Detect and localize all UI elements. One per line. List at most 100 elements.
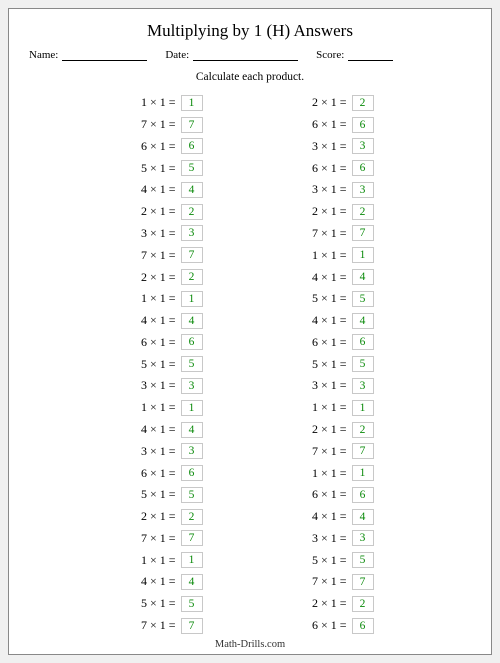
problem-row: 5 × 1 =5 (127, 158, 203, 178)
problem-row: 3 × 1 =3 (127, 224, 203, 244)
problem-row: 5 × 1 =5 (298, 354, 374, 374)
name-blank[interactable] (62, 49, 147, 61)
expression: 1 × 1 = (127, 95, 181, 110)
answer-box: 6 (181, 138, 203, 154)
answer-box: 4 (352, 509, 374, 525)
expression: 4 × 1 = (127, 422, 181, 437)
answer-box: 6 (352, 117, 374, 133)
problem-row: 3 × 1 =3 (298, 180, 374, 200)
answer-box: 5 (181, 596, 203, 612)
date-blank[interactable] (193, 49, 298, 61)
answer-box: 2 (352, 596, 374, 612)
expression: 5 × 1 = (298, 357, 352, 372)
problem-row: 4 × 1 =4 (127, 311, 203, 331)
problem-row: 7 × 1 =7 (127, 245, 203, 265)
problem-row: 2 × 1 =2 (127, 507, 203, 527)
expression: 5 × 1 = (127, 596, 181, 611)
expression: 3 × 1 = (298, 378, 352, 393)
problem-row: 6 × 1 =6 (298, 485, 374, 505)
date-label: Date: (165, 49, 189, 61)
expression: 5 × 1 = (127, 487, 181, 502)
problem-row: 2 × 1 =2 (127, 267, 203, 287)
answer-box: 7 (352, 225, 374, 241)
expression: 5 × 1 = (127, 161, 181, 176)
expression: 2 × 1 = (298, 422, 352, 437)
answer-box: 5 (352, 552, 374, 568)
expression: 7 × 1 = (127, 248, 181, 263)
expression: 7 × 1 = (298, 444, 352, 459)
answer-box: 7 (352, 443, 374, 459)
expression: 5 × 1 = (127, 357, 181, 372)
problem-row: 6 × 1 =6 (298, 115, 374, 135)
problem-row: 5 × 1 =5 (298, 550, 374, 570)
answer-box: 2 (352, 422, 374, 438)
problem-row: 6 × 1 =6 (127, 463, 203, 483)
problem-row: 2 × 1 =2 (298, 93, 374, 113)
instruction: Calculate each product. (29, 71, 471, 83)
problem-row: 7 × 1 =7 (298, 572, 374, 592)
expression: 4 × 1 = (298, 313, 352, 328)
expression: 6 × 1 = (298, 117, 352, 132)
score-blank[interactable] (348, 49, 393, 61)
problem-row: 4 × 1 =4 (127, 572, 203, 592)
answer-box: 2 (181, 204, 203, 220)
expression: 1 × 1 = (127, 400, 181, 415)
answer-box: 5 (352, 291, 374, 307)
expression: 2 × 1 = (127, 509, 181, 524)
expression: 2 × 1 = (127, 204, 181, 219)
answer-box: 1 (352, 465, 374, 481)
answer-box: 7 (181, 117, 203, 133)
answer-box: 4 (352, 313, 374, 329)
expression: 6 × 1 = (127, 466, 181, 481)
expression: 6 × 1 = (298, 161, 352, 176)
expression: 3 × 1 = (298, 139, 352, 154)
answer-box: 3 (181, 443, 203, 459)
answer-box: 1 (181, 95, 203, 111)
problem-row: 5 × 1 =5 (127, 354, 203, 374)
problem-row: 7 × 1 =7 (298, 224, 374, 244)
problem-row: 4 × 1 =4 (127, 420, 203, 440)
answer-box: 4 (352, 269, 374, 285)
problem-row: 5 × 1 =5 (127, 485, 203, 505)
expression: 2 × 1 = (127, 270, 181, 285)
answer-box: 1 (181, 552, 203, 568)
problem-row: 6 × 1 =6 (298, 616, 374, 636)
problem-row: 7 × 1 =7 (127, 115, 203, 135)
answer-box: 5 (352, 356, 374, 372)
answer-box: 1 (181, 400, 203, 416)
expression: 7 × 1 = (298, 574, 352, 589)
expression: 4 × 1 = (127, 182, 181, 197)
answer-box: 7 (352, 574, 374, 590)
problem-row: 1 × 1 =1 (127, 550, 203, 570)
problem-row: 4 × 1 =4 (298, 267, 374, 287)
expression: 4 × 1 = (127, 574, 181, 589)
expression: 6 × 1 = (298, 618, 352, 633)
problem-row: 6 × 1 =6 (298, 158, 374, 178)
answer-box: 4 (181, 182, 203, 198)
expression: 2 × 1 = (298, 204, 352, 219)
problem-row: 2 × 1 =2 (298, 594, 374, 614)
answer-box: 2 (352, 204, 374, 220)
expression: 6 × 1 = (298, 487, 352, 502)
answer-box: 5 (181, 356, 203, 372)
expression: 7 × 1 = (127, 531, 181, 546)
answer-box: 7 (181, 618, 203, 634)
expression: 7 × 1 = (298, 226, 352, 241)
problem-row: 5 × 1 =5 (127, 594, 203, 614)
column-right: 2 × 1 =26 × 1 =63 × 1 =36 × 1 =63 × 1 =3… (298, 93, 374, 635)
answer-box: 2 (181, 509, 203, 525)
expression: 3 × 1 = (298, 182, 352, 197)
problem-row: 2 × 1 =2 (298, 202, 374, 222)
expression: 3 × 1 = (127, 378, 181, 393)
problem-row: 1 × 1 =1 (127, 93, 203, 113)
expression: 3 × 1 = (298, 531, 352, 546)
problem-row: 1 × 1 =1 (298, 398, 374, 418)
answer-box: 4 (181, 422, 203, 438)
answer-box: 3 (352, 182, 374, 198)
problem-row: 1 × 1 =1 (127, 289, 203, 309)
answer-box: 3 (352, 138, 374, 154)
expression: 5 × 1 = (298, 291, 352, 306)
problem-row: 4 × 1 =4 (127, 180, 203, 200)
meta-name: Name: (29, 49, 147, 61)
expression: 2 × 1 = (298, 596, 352, 611)
